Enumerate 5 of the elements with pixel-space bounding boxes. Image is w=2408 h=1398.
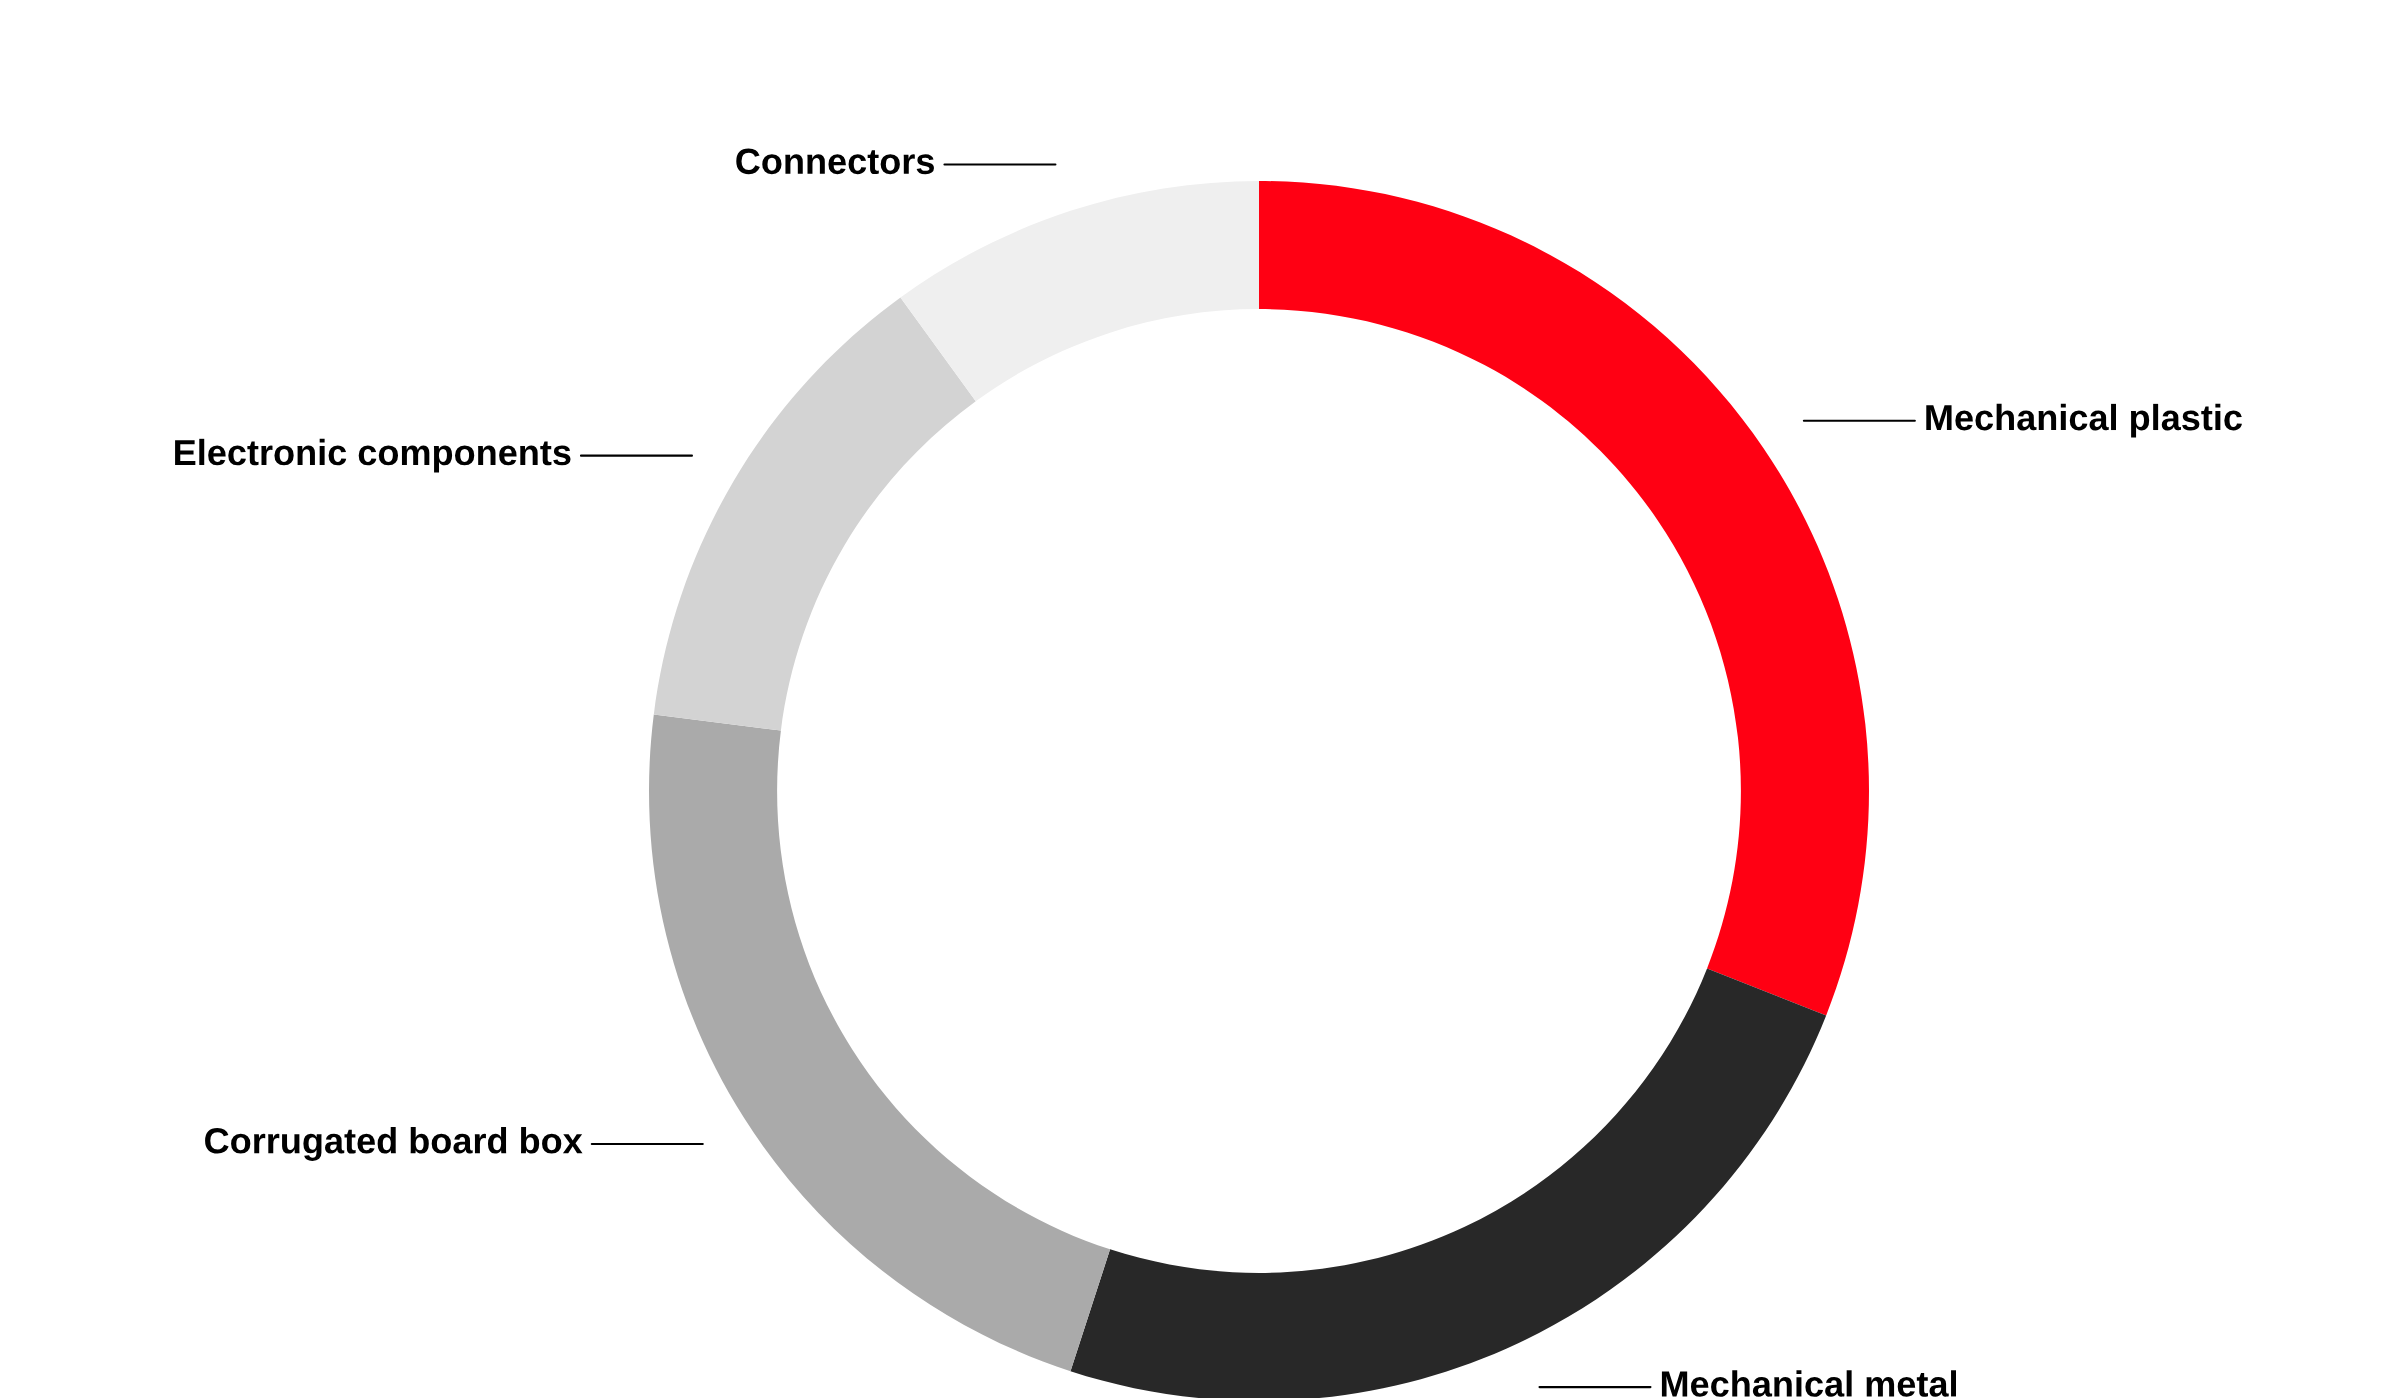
slice-label: Mechanical metal <box>1661 1370 1956 1397</box>
slice-label: Connectors <box>736 148 934 175</box>
slice-label: Electronic components <box>175 438 571 473</box>
slice-label: Corrugated board box <box>205 1127 583 1161</box>
slice-label: Mechanical plastic <box>1926 403 2242 438</box>
